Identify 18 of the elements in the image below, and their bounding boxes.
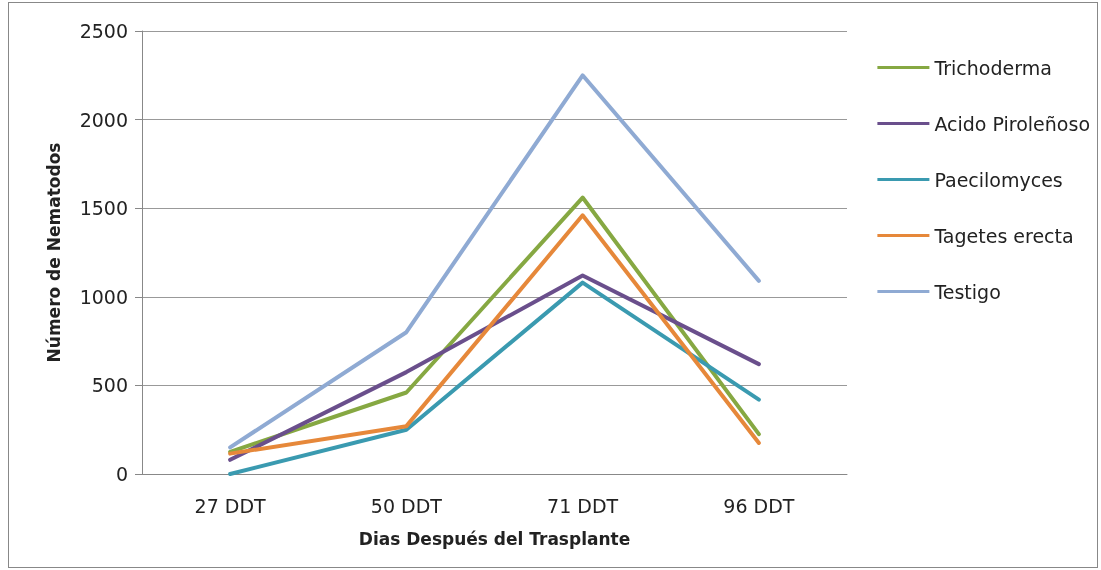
y-tick-label: 1500 bbox=[79, 197, 128, 220]
x-tick-label: 96 DDT bbox=[723, 494, 795, 517]
line-series bbox=[228, 73, 761, 450]
x-axis-title: Dias Después del Trasplante bbox=[358, 528, 631, 549]
x-tick-label: 27 DDT bbox=[194, 494, 267, 517]
y-tick-label: 0 bbox=[115, 463, 128, 485]
legend-label: Testigo bbox=[933, 280, 1001, 303]
legend-label: Paecilomyces bbox=[934, 168, 1063, 191]
x-tick-label: 50 DDT bbox=[370, 494, 443, 517]
y-tick-label: 2000 bbox=[79, 108, 128, 131]
legend-label: Trichoderma bbox=[933, 56, 1052, 79]
y-axis-title: Número de Nematodos bbox=[43, 142, 64, 363]
y-tick-label: 2500 bbox=[79, 20, 128, 42]
x-tick-label: 71 DDT bbox=[547, 494, 619, 517]
legend-label: Tagetes erecta bbox=[933, 224, 1074, 247]
legend-label: Acido Piroleñoso bbox=[934, 112, 1090, 135]
y-tick-label: 1000 bbox=[79, 285, 128, 308]
y-tick-label: 500 bbox=[91, 374, 128, 397]
